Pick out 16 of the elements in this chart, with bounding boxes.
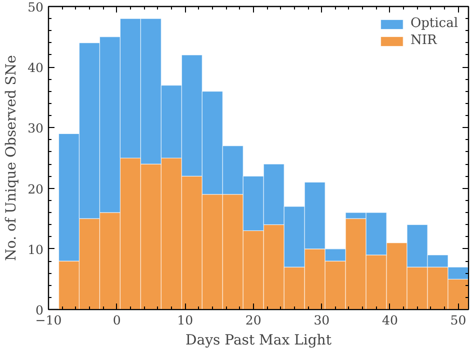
x-tick-label: 40 — [382, 312, 398, 328]
legend-label: NIR — [410, 33, 437, 48]
x-tick-label: 20 — [245, 312, 262, 328]
x-tick-label: 0 — [112, 312, 121, 328]
y-tick-label: 40 — [28, 60, 44, 76]
y-tick-label: 20 — [28, 181, 44, 196]
y-tick-label: 10 — [28, 242, 44, 257]
y-axis-title: No. of Unique Observed SNe — [4, 55, 20, 261]
y-tick-label: 50 — [28, 0, 44, 14]
x-tick-label: 10 — [177, 312, 194, 328]
x-tick-label: 30 — [314, 312, 330, 328]
legend-label: Optical — [410, 16, 458, 31]
y-tick-label: 30 — [28, 120, 44, 136]
y-tick-label: 0 — [36, 302, 44, 318]
x-tick-label: 50 — [450, 312, 466, 328]
x-axis-title: Days Past Max Light — [186, 332, 332, 348]
